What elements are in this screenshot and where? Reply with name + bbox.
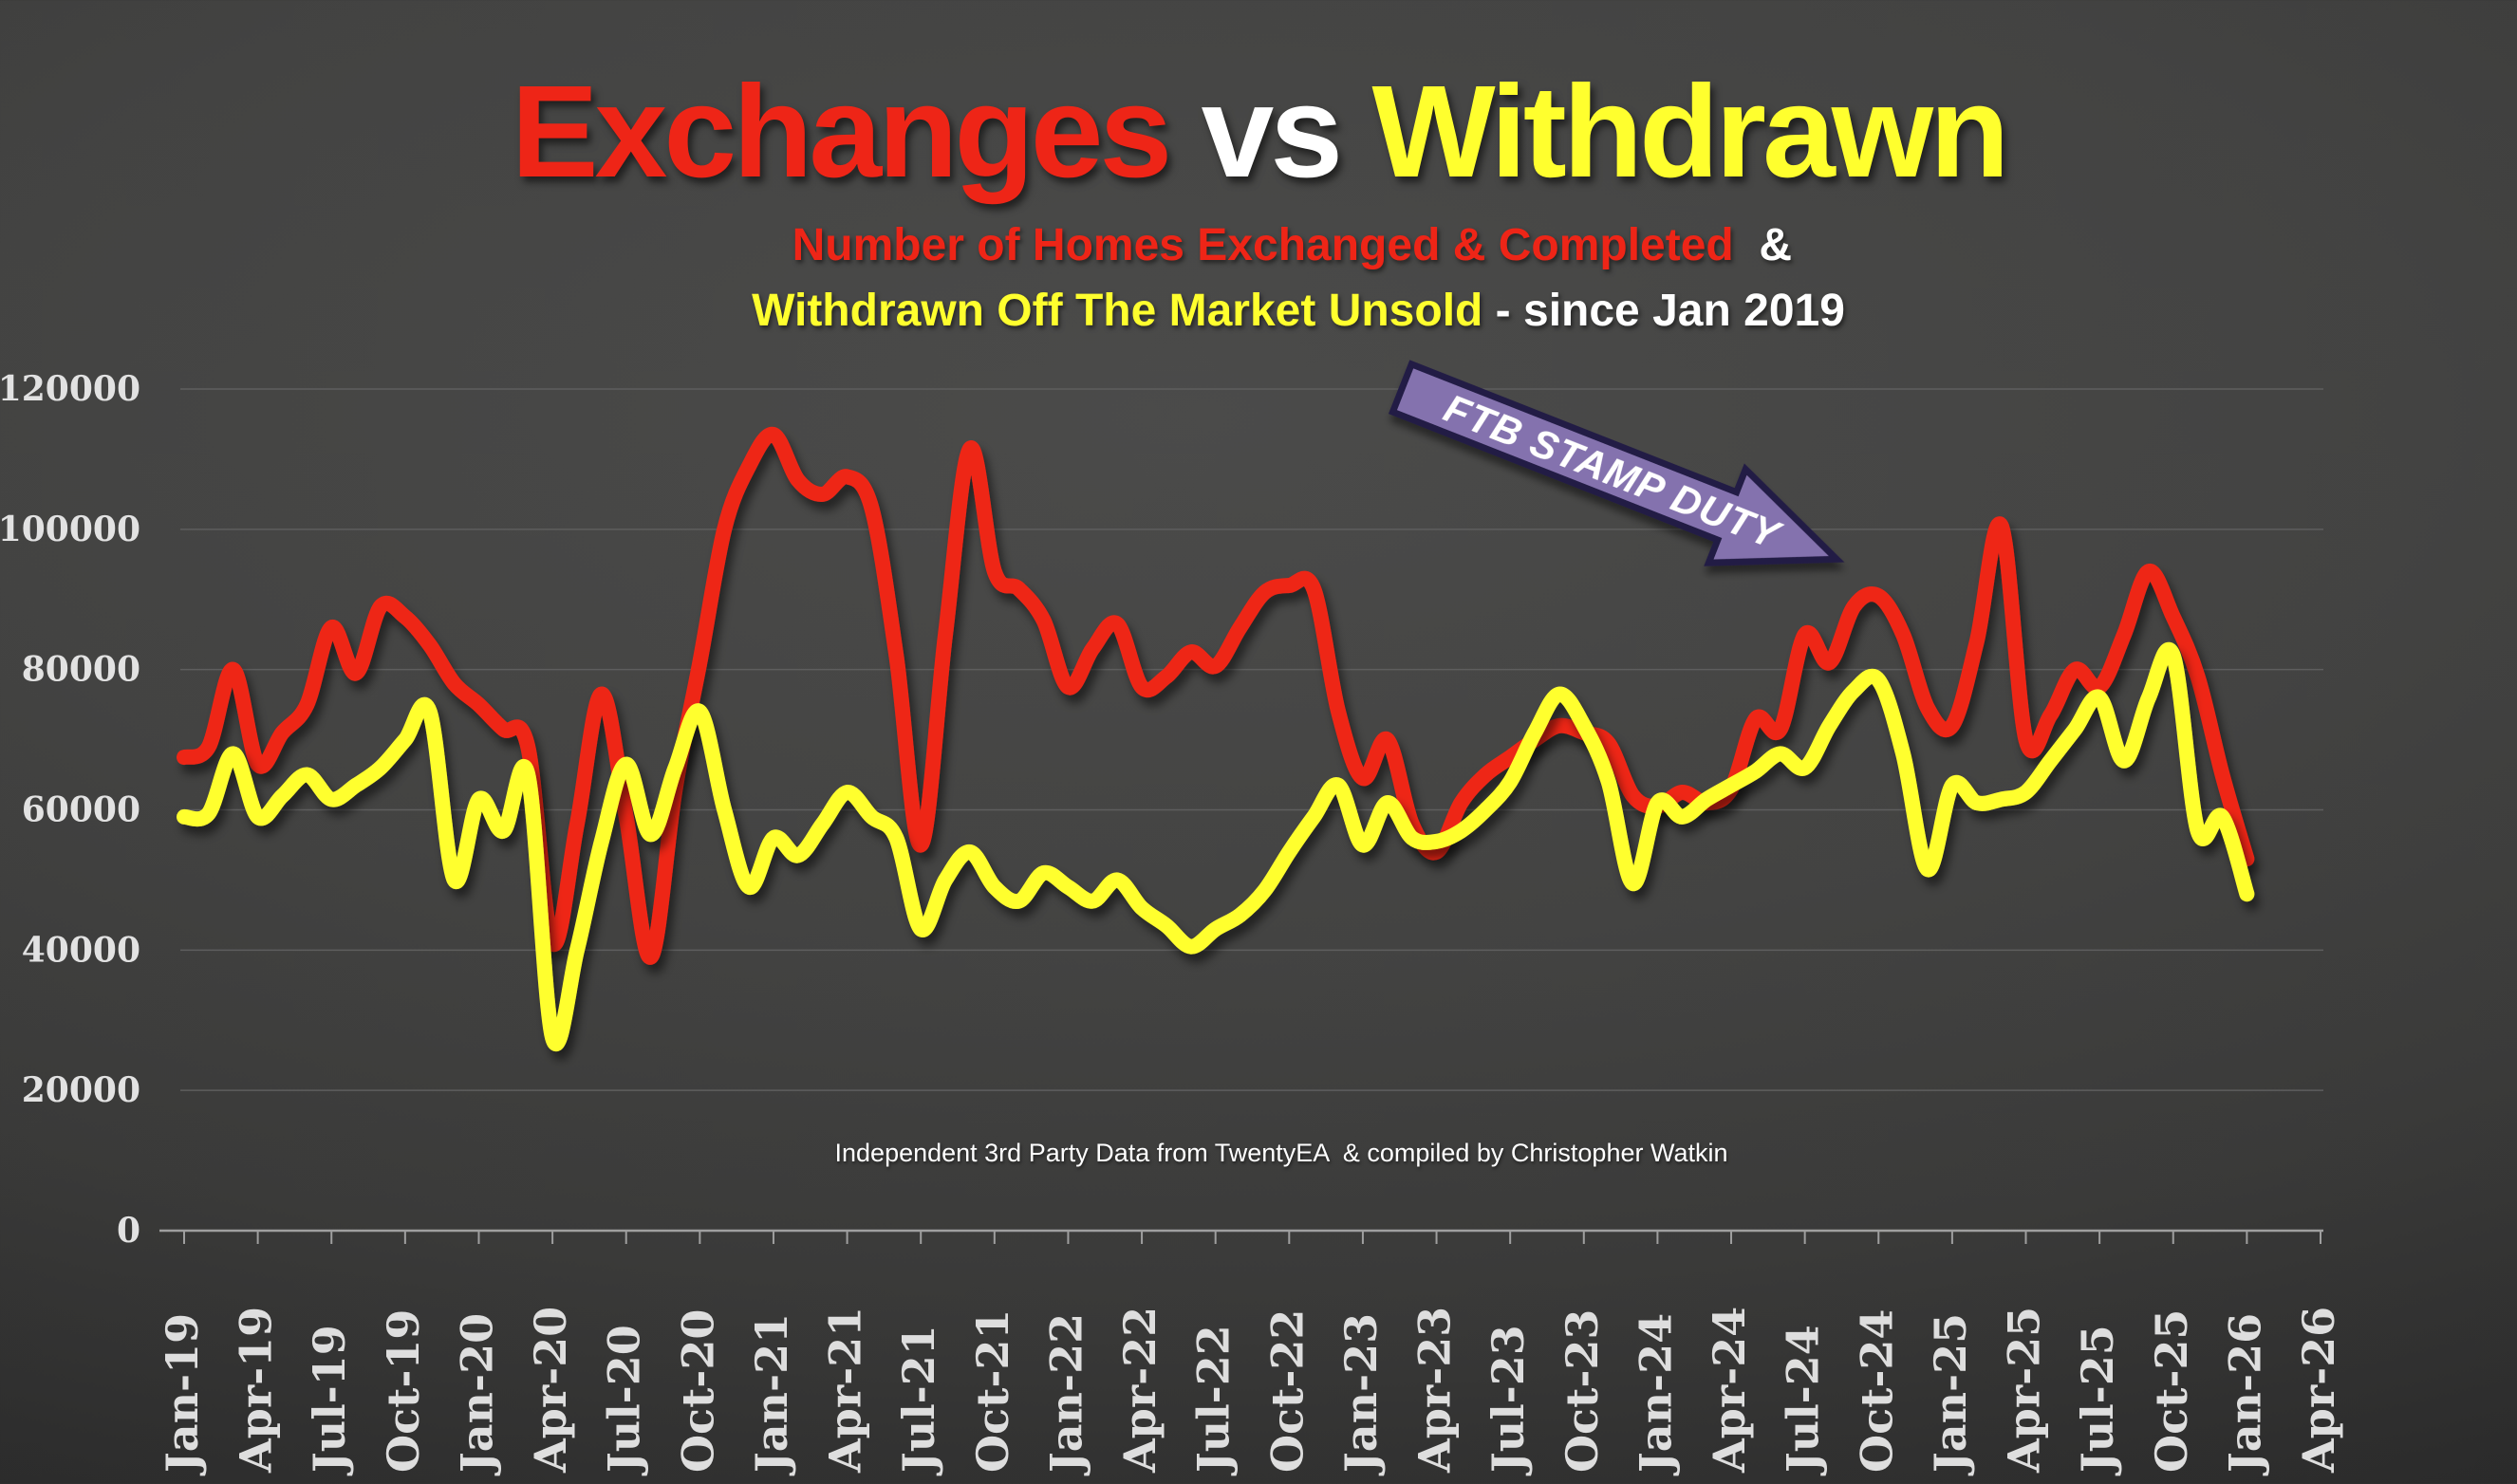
- x-axis-label-Jan-21: Jan-21: [746, 1313, 797, 1476]
- x-axis-label-Apr-26: Apr-26: [2293, 1307, 2344, 1474]
- subtitle-amp: &: [1733, 220, 1805, 270]
- series-withdrawn-line: [177, 641, 2255, 1052]
- y-axis-label-40000: 40000: [22, 930, 140, 970]
- x-axis-label-Jul-22: Jul-22: [1188, 1325, 1240, 1476]
- y-axis-label-120000: 120000: [0, 369, 140, 409]
- x-axis-label-Oct-20: Oct-20: [672, 1309, 723, 1473]
- x-axis-label-Jan-26: Jan-26: [2219, 1313, 2270, 1476]
- x-axis-label-Jul-21: Jul-21: [893, 1325, 944, 1476]
- x-axis-label-Apr-25: Apr-25: [1999, 1307, 2050, 1474]
- x-axis-label-Jan-23: Jan-23: [1335, 1313, 1387, 1476]
- x-axis-label-Oct-23: Oct-23: [1557, 1309, 1608, 1473]
- title-vs: vs: [1168, 59, 1372, 205]
- y-axis-label-100000: 100000: [0, 510, 140, 549]
- y-axis-label-60000: 60000: [22, 790, 140, 830]
- ftb-stamp-duty-arrow: FTB STAMP DUTY: [1388, 360, 1845, 566]
- x-axis-label-Jan-19: Jan-19: [157, 1313, 208, 1476]
- x-axis-label-Jul-24: Jul-24: [1778, 1325, 1829, 1476]
- x-axis-label-Jul-20: Jul-20: [599, 1325, 650, 1476]
- y-axis-labels: 0 20000 40000 60000 80000 100000 120000: [0, 369, 140, 1251]
- x-axis-label-Jan-20: Jan-20: [451, 1313, 502, 1476]
- x-axis-label-Apr-22: Apr-22: [1114, 1307, 1165, 1474]
- x-axis-label-Oct-19: Oct-19: [378, 1309, 429, 1473]
- x-axis-label-Oct-22: Oct-22: [1261, 1309, 1313, 1473]
- subtitle-withdrawn-text: Withdrawn Off The Market Unsold: [752, 286, 1483, 336]
- x-axis-ticks: [183, 1231, 2321, 1244]
- x-axis-label-Apr-21: Apr-21: [820, 1307, 871, 1474]
- chart-series: [177, 426, 2255, 1052]
- series-exchanges-line: [177, 426, 2255, 965]
- y-axis-label-0: 0: [117, 1211, 140, 1251]
- x-axis-label-Jan-25: Jan-25: [1925, 1313, 1976, 1476]
- x-axis-label-Jul-25: Jul-25: [2072, 1325, 2123, 1476]
- y-axis-label-20000: 20000: [22, 1070, 140, 1110]
- footer-credit: Independent 3rd Party Data from TwentyEA…: [834, 1139, 1728, 1167]
- subtitle-exchanged-text: Number of Homes Exchanged & Completed: [792, 220, 1734, 270]
- x-axis-label-Apr-20: Apr-20: [525, 1307, 576, 1474]
- x-axis-label-Apr-23: Apr-23: [1409, 1307, 1461, 1474]
- x-axis-label-Oct-21: Oct-21: [967, 1309, 1018, 1473]
- x-axis-label-Jan-22: Jan-22: [1040, 1313, 1091, 1476]
- x-axis-label-Jul-19: Jul-19: [304, 1325, 355, 1476]
- subtitle-since-text: - since Jan 2019: [1482, 286, 1845, 336]
- x-axis-label-Jul-23: Jul-23: [1482, 1325, 1534, 1476]
- title-exchanges: Exchanges: [511, 59, 1173, 205]
- x-axis-labels: Jan-19 Apr-19 Jul-19 Oct-19 Jan-20 Apr-20 Jul-…: [157, 1307, 2344, 1476]
- arrow-shape: [1388, 360, 1845, 566]
- x-axis-label-Oct-25: Oct-25: [2146, 1309, 2197, 1473]
- x-axis-label-Apr-19: Apr-19: [231, 1307, 282, 1474]
- x-axis-label-Apr-24: Apr-24: [1704, 1307, 1755, 1474]
- subtitle-line1: Number of Homes Exchanged & Completed &: [40, 220, 2517, 270]
- y-axis-label-80000: 80000: [22, 650, 140, 690]
- x-axis-label-Oct-24: Oct-24: [1851, 1309, 1902, 1473]
- gridlines: [180, 388, 2323, 1091]
- x-axis-label-Jan-24: Jan-24: [1630, 1313, 1681, 1476]
- arrow-label: FTB STAMP DUTY: [1438, 385, 1789, 558]
- page-title: Exchanges vs Withdrawn: [0, 66, 2517, 197]
- subtitle-line2: Withdrawn Off The Market Unsold - since …: [40, 286, 2517, 336]
- title-withdrawn: Withdrawn: [1371, 59, 2009, 205]
